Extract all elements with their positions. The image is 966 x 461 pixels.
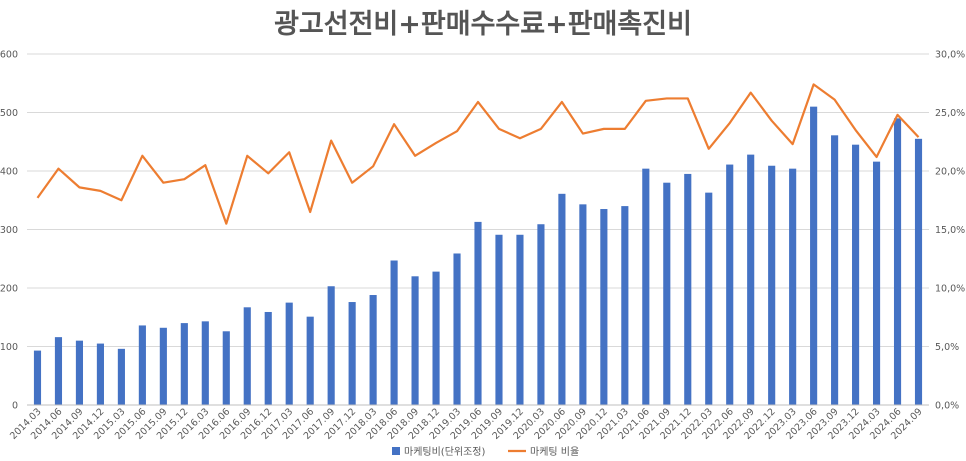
bar [914, 138, 923, 405]
bar [432, 271, 440, 405]
bar [810, 106, 818, 406]
bar [54, 337, 63, 405]
bar [369, 295, 377, 405]
bar [474, 221, 482, 405]
bar [411, 276, 419, 405]
bar [537, 224, 545, 405]
bar [201, 321, 209, 405]
bar-series [33, 106, 923, 406]
bar [390, 260, 398, 405]
bar [831, 135, 839, 405]
bar [453, 253, 461, 405]
bar [180, 323, 188, 405]
legend: 마케팅비(단위조정) 마케팅 비율 [392, 445, 579, 458]
bar [516, 234, 524, 405]
bar [348, 302, 356, 405]
bar [159, 327, 167, 405]
bar [705, 192, 713, 405]
line-series-path [36, 83, 920, 225]
bar [663, 182, 671, 405]
chart-title: 광고선전비+판매수수료+판매촉진비 [274, 9, 692, 40]
legend-bar-label: 마케팅비(단위조정) [404, 445, 486, 458]
y-left-tick-label: 600 [0, 50, 18, 61]
legend-line-label: 마케팅 비율 [530, 446, 579, 458]
y-right-tick-label: 15,0% [935, 225, 965, 236]
legend-bar-swatch [392, 447, 400, 455]
bar [621, 206, 629, 405]
y-right-tick-label: 20,0% [935, 167, 965, 178]
y-left-tick-label: 100 [0, 342, 18, 353]
bar [726, 164, 734, 405]
bar [852, 144, 860, 406]
bar [495, 234, 503, 405]
bar [306, 316, 314, 405]
y-left-tick-label: 200 [0, 284, 18, 295]
bar [222, 331, 230, 405]
bar [768, 165, 776, 405]
y-left-tick-label: 300 [0, 225, 18, 236]
bar [138, 325, 146, 405]
bar [872, 161, 881, 405]
y-right-tick-label: 0,0% [935, 401, 959, 412]
y-right-tick-label: 10,0% [935, 284, 965, 295]
bar [684, 173, 692, 405]
y-left-tick-label: 400 [0, 167, 18, 178]
bar [75, 340, 84, 405]
bar [243, 307, 251, 405]
bar [893, 118, 902, 405]
bar [558, 193, 566, 405]
y-right-tick-label: 25,0% [935, 108, 965, 119]
y-right-tick-label: 5,0% [935, 342, 959, 353]
y-left-tick-label: 500 [0, 108, 18, 119]
line-series [36, 83, 920, 225]
bar [579, 204, 587, 405]
bar [264, 311, 272, 405]
y-right-tick-label: 30,0% [935, 50, 965, 61]
bar [285, 302, 293, 405]
bar [117, 348, 125, 405]
y-left-tick-label: 0 [12, 401, 18, 412]
bar [789, 168, 797, 405]
bar [33, 350, 42, 405]
bar [747, 154, 755, 405]
bar [642, 168, 650, 405]
bar [327, 286, 335, 405]
bar [96, 343, 104, 405]
bar [600, 209, 608, 405]
